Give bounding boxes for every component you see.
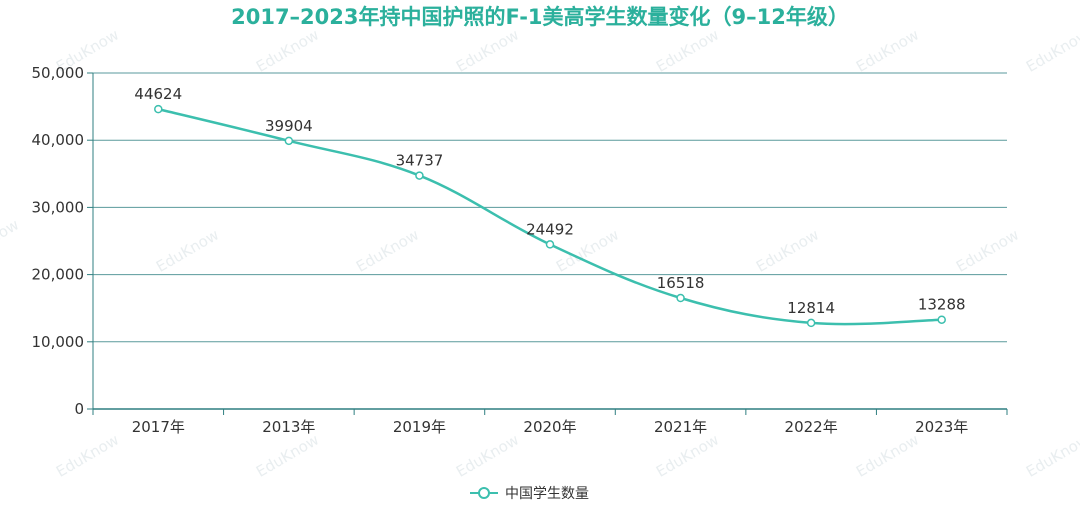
series-line <box>157 107 942 326</box>
x-axis: 2017年 2013年 2019年 2020年 2021年 2022年 2023年 <box>92 408 1008 436</box>
data-point <box>284 136 294 146</box>
y-tick-label: 40,000 <box>32 131 85 149</box>
grid-lines <box>93 72 1007 343</box>
watermark-text: EduKnow <box>653 26 722 76</box>
watermark-text: EduKnow <box>853 26 922 76</box>
watermark-text: EduKnow <box>853 431 922 481</box>
data-label: 34737 <box>396 152 444 170</box>
data-label: 44624 <box>134 85 182 103</box>
data-point <box>154 104 163 114</box>
watermark-text: EduKnow <box>653 431 722 481</box>
x-tick-label: 2022年 <box>785 418 838 436</box>
y-tick-label: 0 <box>74 400 84 418</box>
x-tick-label: 2017年 <box>132 418 185 436</box>
watermark-text: EduKnow <box>253 26 322 76</box>
data-point <box>806 318 816 328</box>
watermark-text: EduKnow <box>453 26 522 76</box>
data-point <box>937 315 946 324</box>
data-label: 16518 <box>657 274 705 292</box>
x-tick-label: 2020年 <box>523 418 576 436</box>
data-point <box>676 293 685 303</box>
watermark-text: EduKnow <box>453 431 522 481</box>
watermark-text: EduKnow <box>1023 26 1080 76</box>
data-label: 13288 <box>918 296 966 314</box>
data-labels: 44624 39904 34737 24492 16518 12814 13288 <box>134 85 965 317</box>
legend-label: 中国学生数量 <box>505 486 589 502</box>
watermark-text: EduKnow <box>153 226 222 276</box>
watermark-text: EduKnow <box>253 431 322 481</box>
legend-marker-icon <box>478 487 490 499</box>
x-tick-label: 2013年 <box>262 418 315 436</box>
legend[interactable]: 中国学生数量 <box>470 486 589 502</box>
data-point <box>545 240 555 249</box>
x-tick-label: 2023年 <box>915 418 968 436</box>
data-label: 24492 <box>526 220 574 238</box>
x-tick-label: 2019年 <box>393 418 446 436</box>
y-tick-label: 30,000 <box>32 198 85 216</box>
y-tick-label: 10,000 <box>32 333 85 351</box>
series-layer <box>154 104 946 328</box>
watermark-text: EduKnow <box>53 431 122 481</box>
y-axis: 50,000 40,000 30,000 20,000 10,000 0 <box>32 64 94 418</box>
data-label: 39904 <box>265 117 313 135</box>
x-tick-label: 2021年 <box>654 418 707 436</box>
data-point <box>415 171 424 180</box>
y-tick-label: 20,000 <box>32 266 85 284</box>
watermark-text: EduKnow <box>753 226 822 276</box>
watermark-text: EduKnow <box>953 226 1022 276</box>
data-label: 12814 <box>787 299 835 317</box>
y-tick-label: 50,000 <box>32 64 85 82</box>
watermark-text: EduKnow <box>1023 431 1080 481</box>
watermark-text: EduKnow <box>0 216 22 266</box>
chart-title: 2017–2023年持中国护照的F-1美高学生数量变化（9–12年级） <box>231 5 849 29</box>
watermark-text: EduKnow <box>353 226 422 276</box>
